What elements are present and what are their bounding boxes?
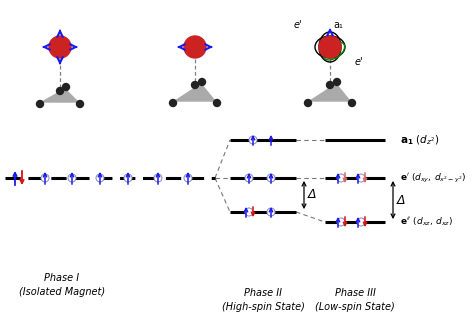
Circle shape bbox=[213, 99, 220, 107]
Text: $\mathbf{e^{\prime\prime}}$ $(d_{xz},\,d_{xz})$: $\mathbf{e^{\prime\prime}}$ $(d_{xz},\,d… bbox=[400, 216, 453, 228]
Circle shape bbox=[327, 81, 334, 89]
Polygon shape bbox=[175, 84, 215, 101]
Circle shape bbox=[304, 99, 311, 107]
Circle shape bbox=[267, 208, 275, 216]
Text: Δ: Δ bbox=[308, 189, 317, 202]
Polygon shape bbox=[42, 89, 78, 102]
Circle shape bbox=[154, 174, 162, 182]
Circle shape bbox=[245, 208, 253, 216]
Text: e': e' bbox=[355, 57, 364, 67]
Circle shape bbox=[170, 99, 176, 107]
Circle shape bbox=[184, 36, 206, 58]
Circle shape bbox=[191, 81, 199, 89]
Circle shape bbox=[357, 174, 365, 182]
Circle shape bbox=[348, 99, 356, 107]
Circle shape bbox=[49, 36, 71, 58]
Text: Phase III
(Low-spin State): Phase III (Low-spin State) bbox=[315, 288, 395, 312]
Circle shape bbox=[63, 84, 70, 90]
Text: e': e' bbox=[293, 20, 302, 30]
Text: a₁: a₁ bbox=[333, 20, 343, 30]
Circle shape bbox=[184, 174, 192, 182]
Circle shape bbox=[249, 136, 257, 144]
Polygon shape bbox=[310, 84, 350, 101]
Circle shape bbox=[337, 218, 345, 226]
Circle shape bbox=[36, 100, 44, 108]
Circle shape bbox=[337, 174, 345, 182]
Text: $\mathbf{a_1}$ $(d_{z^2})$: $\mathbf{a_1}$ $(d_{z^2})$ bbox=[400, 133, 439, 147]
Text: Δ: Δ bbox=[397, 193, 405, 206]
Text: Phase I
(Isolated Magnet): Phase I (Isolated Magnet) bbox=[19, 273, 105, 297]
Circle shape bbox=[56, 88, 64, 95]
Circle shape bbox=[245, 174, 253, 182]
Text: Phase II
(High-spin State): Phase II (High-spin State) bbox=[221, 288, 304, 312]
Circle shape bbox=[357, 218, 365, 226]
Circle shape bbox=[267, 174, 275, 182]
Circle shape bbox=[96, 174, 104, 182]
Circle shape bbox=[68, 174, 76, 182]
Circle shape bbox=[76, 100, 83, 108]
Circle shape bbox=[199, 78, 206, 86]
Circle shape bbox=[319, 36, 341, 58]
Circle shape bbox=[124, 174, 132, 182]
Circle shape bbox=[334, 78, 340, 86]
Text: $\mathbf{e'}$ $(d_{xy},\,d_{x^2-y^2})$: $\mathbf{e'}$ $(d_{xy},\,d_{x^2-y^2})$ bbox=[400, 172, 466, 184]
Circle shape bbox=[41, 174, 49, 182]
